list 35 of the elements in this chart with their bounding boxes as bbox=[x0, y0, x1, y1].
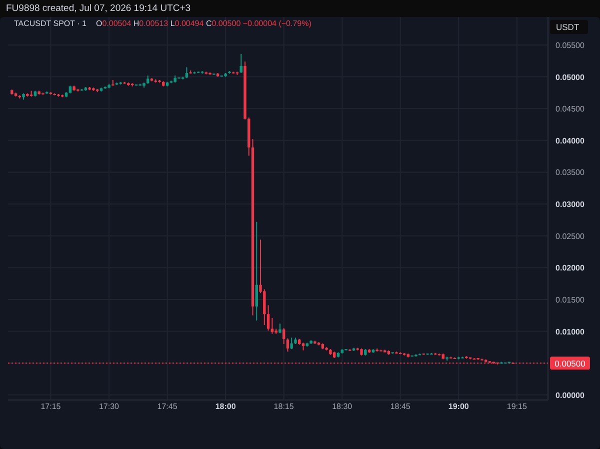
y-tick-label: 0.00000 bbox=[556, 390, 586, 400]
candlestick bbox=[255, 221, 258, 321]
candlestick bbox=[240, 53, 242, 74]
candlestick bbox=[290, 337, 293, 350]
x-tick-label: 19:15 bbox=[506, 402, 528, 411]
y-tick-label: 0.01500 bbox=[556, 295, 586, 304]
chart-title: FU9898 created, Jul 07, 2026 19:14 UTC+3 bbox=[6, 3, 191, 14]
chart-subtitle: TACUSDT SPOT · 1 bbox=[14, 19, 88, 28]
y-tick-label: 0.03000 bbox=[556, 200, 586, 210]
x-tick-label: 18:00 bbox=[215, 402, 236, 411]
x-tick-label: 18:15 bbox=[274, 402, 294, 411]
candlestick bbox=[270, 317, 274, 334]
y-tick-label: 0.00500 bbox=[554, 358, 586, 368]
candlestick bbox=[185, 66, 188, 79]
y-tick-label: 0.04500 bbox=[556, 104, 586, 114]
x-tick-label: 19:00 bbox=[448, 402, 470, 411]
x-tick-label: 17:45 bbox=[157, 402, 178, 411]
y-tick-label: 0.02000 bbox=[556, 264, 586, 273]
y-tick-label: 0.04000 bbox=[556, 136, 586, 146]
y-tick-label: 0.02500 bbox=[556, 232, 586, 241]
candlestick bbox=[266, 304, 270, 332]
candlestick bbox=[282, 328, 286, 345]
candlestick bbox=[286, 338, 290, 352]
y-tick-label: 0.05500 bbox=[556, 40, 586, 50]
candlestick bbox=[263, 288, 266, 326]
candlestick bbox=[278, 323, 282, 334]
x-tick-label: 17:15 bbox=[40, 402, 62, 411]
text: O0.00504 H0.00513 L0.00494 C0.00500 −0.00004 (−0.79%) bbox=[96, 19, 312, 28]
x-tick-label: 18:30 bbox=[332, 402, 353, 411]
y-axis-title: USDT bbox=[556, 22, 580, 32]
y-tick-label: 0.03500 bbox=[556, 168, 586, 178]
x-tick-label: 17:30 bbox=[98, 402, 120, 411]
y-tick-label: 0.05000 bbox=[556, 72, 586, 82]
x-tick-label: 18:45 bbox=[390, 402, 411, 411]
y-tick-label: 0.01000 bbox=[556, 327, 586, 336]
